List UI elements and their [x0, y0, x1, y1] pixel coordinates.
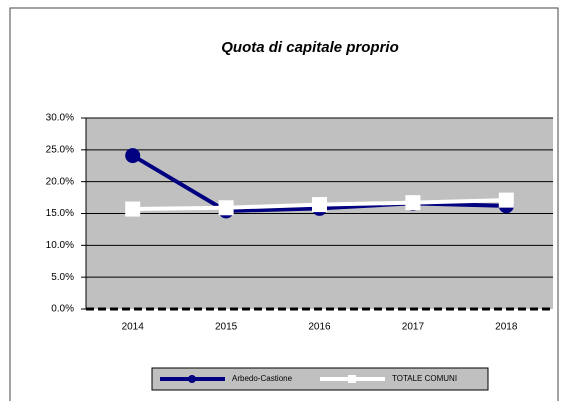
y-tick-label: 10.0%: [46, 240, 74, 251]
legend-label: Arbedo-Castione: [232, 374, 293, 383]
point: [125, 148, 141, 164]
legend-marker: [188, 375, 196, 383]
x-tick-label: 2016: [308, 322, 331, 333]
x-tick-label: 2014: [122, 322, 145, 333]
y-tick-label: 25.0%: [46, 144, 74, 155]
point: [312, 197, 327, 213]
x-tick-label: 2017: [402, 322, 425, 333]
legend-label: TOTALE COMUNI: [392, 374, 457, 383]
x-tick-label: 2018: [495, 322, 518, 333]
chart-title: Quota di capitale proprio: [221, 39, 399, 56]
legend-marker: [348, 375, 356, 383]
point: [125, 201, 141, 217]
y-tick-label: 20.0%: [46, 176, 74, 187]
x-tick-label: 2015: [215, 322, 238, 333]
point: [218, 200, 234, 216]
y-tick-label: 30.0%: [46, 113, 74, 124]
y-tick-label: 0.0%: [51, 304, 74, 315]
y-tick-label: 15.0%: [46, 208, 74, 219]
point: [405, 195, 421, 211]
point: [498, 192, 514, 208]
y-tick-label: 5.0%: [51, 272, 74, 283]
